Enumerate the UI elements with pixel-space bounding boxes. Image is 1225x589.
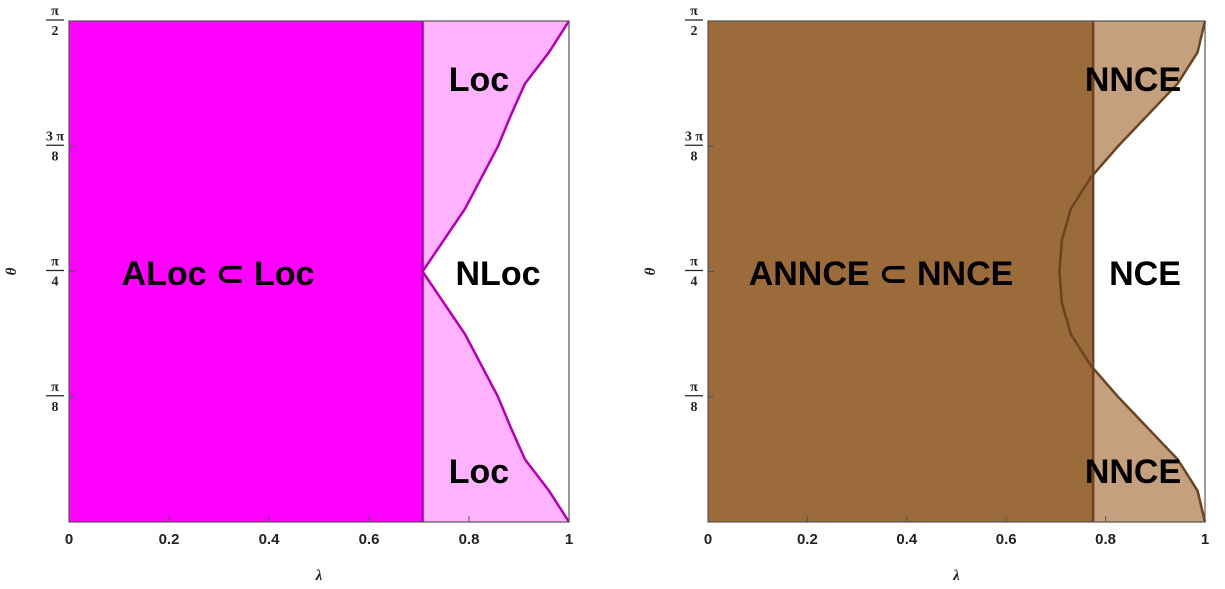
x-tick-label: 0.2	[797, 531, 818, 548]
y-axis-label: θ	[643, 267, 659, 275]
y-tick-numerator: π	[51, 4, 59, 19]
region-label: NNCE	[1085, 61, 1181, 99]
y-tick-denominator: 2	[691, 24, 698, 39]
y-tick-numerator: π	[51, 380, 59, 395]
y-tick-denominator: 8	[691, 149, 698, 164]
y-tick-denominator: 4	[691, 275, 698, 290]
y-tick-denominator: 2	[52, 24, 59, 39]
y-tick-numerator: π	[690, 255, 698, 270]
region-label: ALoc ⊂ Loc	[122, 255, 315, 293]
x-tick-label: 0.4	[896, 531, 918, 548]
x-tick-label: 0	[704, 531, 712, 548]
outer-boundary-curve	[1058, 20, 1207, 523]
y-tick-numerator: π	[690, 4, 698, 19]
x-axis-label: λ	[952, 568, 960, 584]
x-tick-label: 0.6	[996, 531, 1017, 548]
region-label: NNCE	[1085, 453, 1181, 491]
x-tick-label: 0.4	[259, 531, 281, 548]
x-tick-label: 0.8	[1095, 531, 1116, 548]
x-axis-label: λ	[315, 568, 323, 584]
y-tick-denominator: 8	[52, 400, 59, 415]
x-tick-label: 1	[565, 531, 573, 548]
y-axis-label: θ	[4, 267, 20, 275]
outer-region	[422, 21, 569, 522]
inner-region	[69, 21, 423, 522]
y-tick-numerator: 3 π	[685, 129, 704, 144]
outer-boundary-curve	[421, 20, 571, 523]
y-tick-numerator: π	[690, 380, 698, 395]
y-tick-denominator: 4	[52, 275, 59, 290]
region-label: ANNCE ⊂ NNCE	[749, 255, 1014, 293]
y-tick-numerator: π	[51, 255, 59, 270]
x-tick-label: 0.2	[159, 531, 180, 548]
x-tick-label: 1	[1201, 531, 1209, 548]
x-tick-label: 0	[65, 531, 73, 548]
region-label: NCE	[1109, 255, 1181, 293]
x-tick-label: 0.8	[459, 531, 480, 548]
inner-region	[708, 21, 1094, 522]
region-label: Loc	[449, 453, 509, 491]
x-tick-label: 0.6	[359, 531, 380, 548]
chart-panel-2: 0 0.2 0.4 0.6 0.8 1 π 8 π 4 3 π 8 π 2 λ θ ANNCE ⊂ NNCE NN…	[643, 4, 1209, 584]
y-tick-denominator: 8	[691, 400, 698, 415]
region-label: Loc	[449, 61, 509, 99]
outer-region	[1059, 21, 1205, 522]
y-tick-numerator: 3 π	[46, 129, 65, 144]
chart-panel-1: 0 0.2 0.4 0.6 0.8 1 π 8 π 4 3 π 8 π 2 λ θ ALoc ⊂ Loc Loc L…	[4, 4, 573, 584]
y-tick-denominator: 8	[52, 149, 59, 164]
region-label: NLoc	[456, 255, 541, 293]
